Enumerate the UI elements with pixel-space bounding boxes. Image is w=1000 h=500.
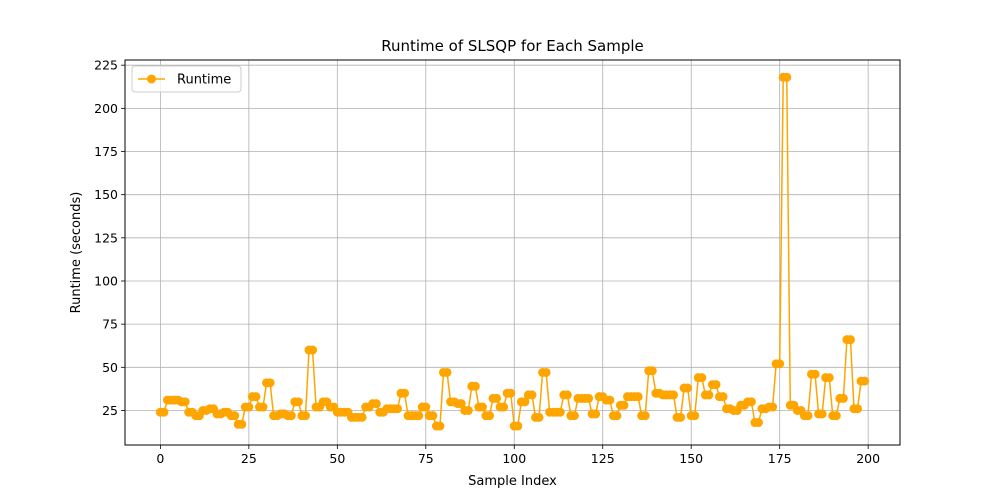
x-tick-label: 100 — [502, 451, 526, 466]
data-point — [520, 397, 530, 407]
data-point — [746, 397, 756, 407]
data-point — [704, 390, 714, 400]
x-tick-label: 0 — [156, 451, 164, 466]
y-tick-label: 175 — [94, 144, 118, 159]
data-point — [230, 411, 240, 421]
axis-ticks: 0 25 50 75 100 125 150 175 200 25 50 75 100 125 150 175… — [94, 58, 880, 466]
data-point — [711, 380, 721, 390]
y-tick-label: 25 — [102, 403, 118, 418]
data-point — [569, 411, 579, 421]
data-point — [676, 412, 686, 422]
data-point — [562, 390, 572, 400]
data-point — [477, 402, 487, 412]
data-point — [683, 383, 693, 393]
data-point — [775, 359, 785, 369]
data-point — [428, 411, 438, 421]
data-point — [237, 419, 247, 429]
data-point — [541, 367, 551, 377]
data-point — [293, 397, 303, 407]
data-point — [690, 411, 700, 421]
data-point — [484, 411, 494, 421]
data-point — [258, 402, 268, 412]
x-tick-label: 200 — [856, 451, 880, 466]
y-tick-label: 100 — [94, 273, 118, 288]
x-tick-label: 175 — [768, 451, 792, 466]
y-axis-label: Runtime (seconds) — [69, 192, 84, 314]
data-point — [633, 392, 643, 402]
data-point — [669, 390, 679, 400]
y-tick-label: 50 — [102, 360, 118, 375]
data-point — [860, 376, 870, 386]
data-point — [753, 418, 763, 428]
x-tick-label: 50 — [329, 451, 345, 466]
data-point — [421, 402, 431, 412]
series-runtime — [155, 72, 870, 431]
y-tick-label: 75 — [102, 317, 118, 332]
data-point — [619, 400, 629, 410]
data-point — [555, 407, 565, 417]
data-point — [640, 411, 650, 421]
data-point — [803, 411, 813, 421]
data-point — [442, 367, 452, 377]
data-point — [159, 407, 169, 417]
data-point — [506, 388, 516, 398]
legend: Runtime — [131, 65, 242, 93]
legend-label-runtime: Runtime — [177, 73, 231, 88]
data-point — [584, 393, 594, 403]
data-point — [591, 409, 601, 419]
legend-marker-swatch — [147, 74, 156, 84]
x-tick-label: 125 — [591, 451, 615, 466]
data-point — [400, 388, 410, 398]
legend-box — [131, 65, 242, 93]
data-point — [180, 397, 190, 407]
data-point — [371, 399, 381, 409]
plot-frame — [124, 59, 901, 446]
data-point — [392, 404, 402, 414]
data-point — [647, 366, 657, 376]
y-tick-label: 125 — [94, 230, 118, 245]
data-point — [527, 390, 537, 400]
data-point — [768, 402, 778, 412]
data-point — [697, 373, 707, 383]
x-tick-label: 75 — [418, 451, 434, 466]
data-point — [612, 411, 622, 421]
y-tick-label: 150 — [94, 187, 118, 202]
y-tick-label: 225 — [94, 58, 118, 73]
y-tick-label: 200 — [94, 101, 118, 116]
data-point — [470, 381, 480, 391]
data-point — [534, 412, 544, 422]
data-point — [251, 392, 261, 402]
data-point — [838, 393, 848, 403]
data-point — [853, 404, 863, 414]
data-point — [308, 345, 318, 355]
data-point — [718, 392, 728, 402]
x-tick-label: 25 — [241, 451, 257, 466]
chart-title: Runtime of SLSQP for Each Sample — [381, 37, 644, 55]
x-tick-label: 150 — [679, 451, 703, 466]
data-point — [810, 369, 820, 379]
data-point — [845, 335, 855, 345]
data-point — [513, 421, 523, 431]
data-point — [265, 378, 275, 388]
data-point — [456, 399, 466, 409]
data-point — [244, 402, 254, 412]
data-point — [605, 395, 615, 405]
data-point — [817, 409, 827, 419]
data-point — [414, 411, 424, 421]
data-point — [782, 72, 792, 82]
data-point — [463, 405, 473, 415]
data-point — [286, 411, 296, 421]
data-point — [435, 421, 445, 431]
data-point — [831, 411, 841, 421]
data-point — [300, 411, 310, 421]
data-point — [357, 412, 367, 422]
data-point — [492, 393, 502, 403]
data-point — [824, 373, 834, 383]
data-point — [499, 402, 509, 412]
x-axis-label: Sample Index — [468, 474, 557, 489]
